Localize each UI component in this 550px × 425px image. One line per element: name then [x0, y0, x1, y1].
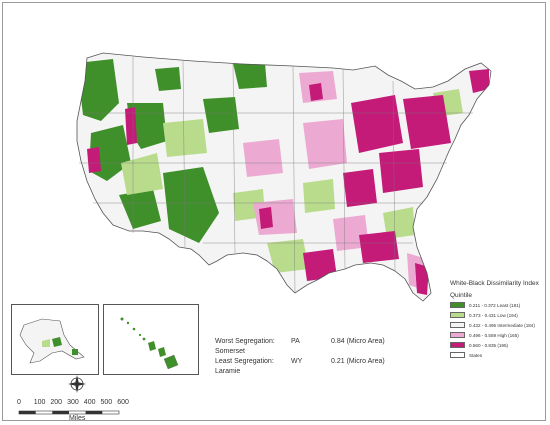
worst-segregation-row: Worst Segregation: Somerset PA 0.84 (Mic… [215, 337, 385, 357]
legend-label: States [469, 352, 483, 358]
us-outline [76, 52, 492, 302]
legend-item: 0.211 - 0.372 Least (181) [450, 300, 546, 310]
scale-tick-label: 400 [83, 399, 96, 406]
legend-item: 0.496 - 0.559 High (165) [450, 330, 546, 340]
legend-item: States [450, 350, 546, 360]
green-west-counties [77, 59, 267, 243]
least-label: Least Segregation: Laramie [215, 358, 274, 375]
map-legend: White-Black Dissimilarity Index Quintile… [450, 280, 546, 360]
north-arrow-icon [68, 375, 86, 393]
us-county-map [76, 52, 492, 302]
legend-swatch [450, 302, 465, 308]
legend-subtitle: Quintile [450, 292, 473, 299]
worst-value: 0.84 (Micro Area) [331, 338, 385, 345]
legend-label: 0.432 - 0.495 Intermediate (184) [469, 322, 535, 328]
scale-tick-label: 0 [17, 399, 21, 406]
legend-swatch [450, 332, 465, 338]
state-borders [79, 57, 473, 294]
worst-label: Worst Segregation: Somerset [215, 338, 275, 355]
map-frame: White-Black Dissimilarity Index Quintile… [2, 2, 546, 422]
least-segregation-row: Least Segregation: Laramie WY 0.21 (Micr… [215, 357, 385, 377]
legend-title: White-Black Dissimilarity Index [450, 280, 539, 287]
light-green-counties [121, 89, 463, 273]
alaska-inset [11, 304, 99, 375]
worst-state: PA [291, 338, 300, 345]
hawaii-inset [103, 304, 199, 375]
scale-unit: Miles [69, 415, 86, 422]
legend-item: 0.560 - 0.835 (195) [450, 340, 546, 350]
legend-items: 0.211 - 0.372 Least (181) 0.373 - 0.431 L… [450, 300, 546, 360]
legend-label: 0.496 - 0.559 High (165) [469, 332, 519, 338]
legend-swatch [450, 342, 465, 348]
legend-swatch [450, 352, 465, 358]
legend-item: 0.432 - 0.495 Intermediate (184) [450, 320, 546, 330]
legend-item: 0.373 - 0.431 Low (194) [450, 310, 546, 320]
scale-tick-label: 200 [50, 399, 63, 406]
least-value: 0.21 (Micro Area) [331, 358, 385, 365]
scale-tick-label: 300 [67, 399, 79, 406]
scale-tick-label: 600 [117, 399, 129, 406]
scale-tick-label: 500 [100, 399, 113, 406]
scale-tick-label: 100 [33, 399, 46, 406]
legend-swatch [450, 322, 465, 328]
legend-swatch [450, 312, 465, 318]
magenta-counties [87, 69, 489, 295]
legend-label: 0.373 - 0.431 Low (194) [469, 312, 518, 318]
legend-label: 0.560 - 0.835 (195) [469, 342, 509, 348]
least-state: WY [291, 358, 303, 365]
legend-label: 0.211 - 0.372 Least (181) [469, 302, 521, 308]
county-fill-layer [77, 53, 491, 301]
segregation-annotation: Worst Segregation: Somerset PA 0.84 (Mic… [215, 337, 385, 377]
